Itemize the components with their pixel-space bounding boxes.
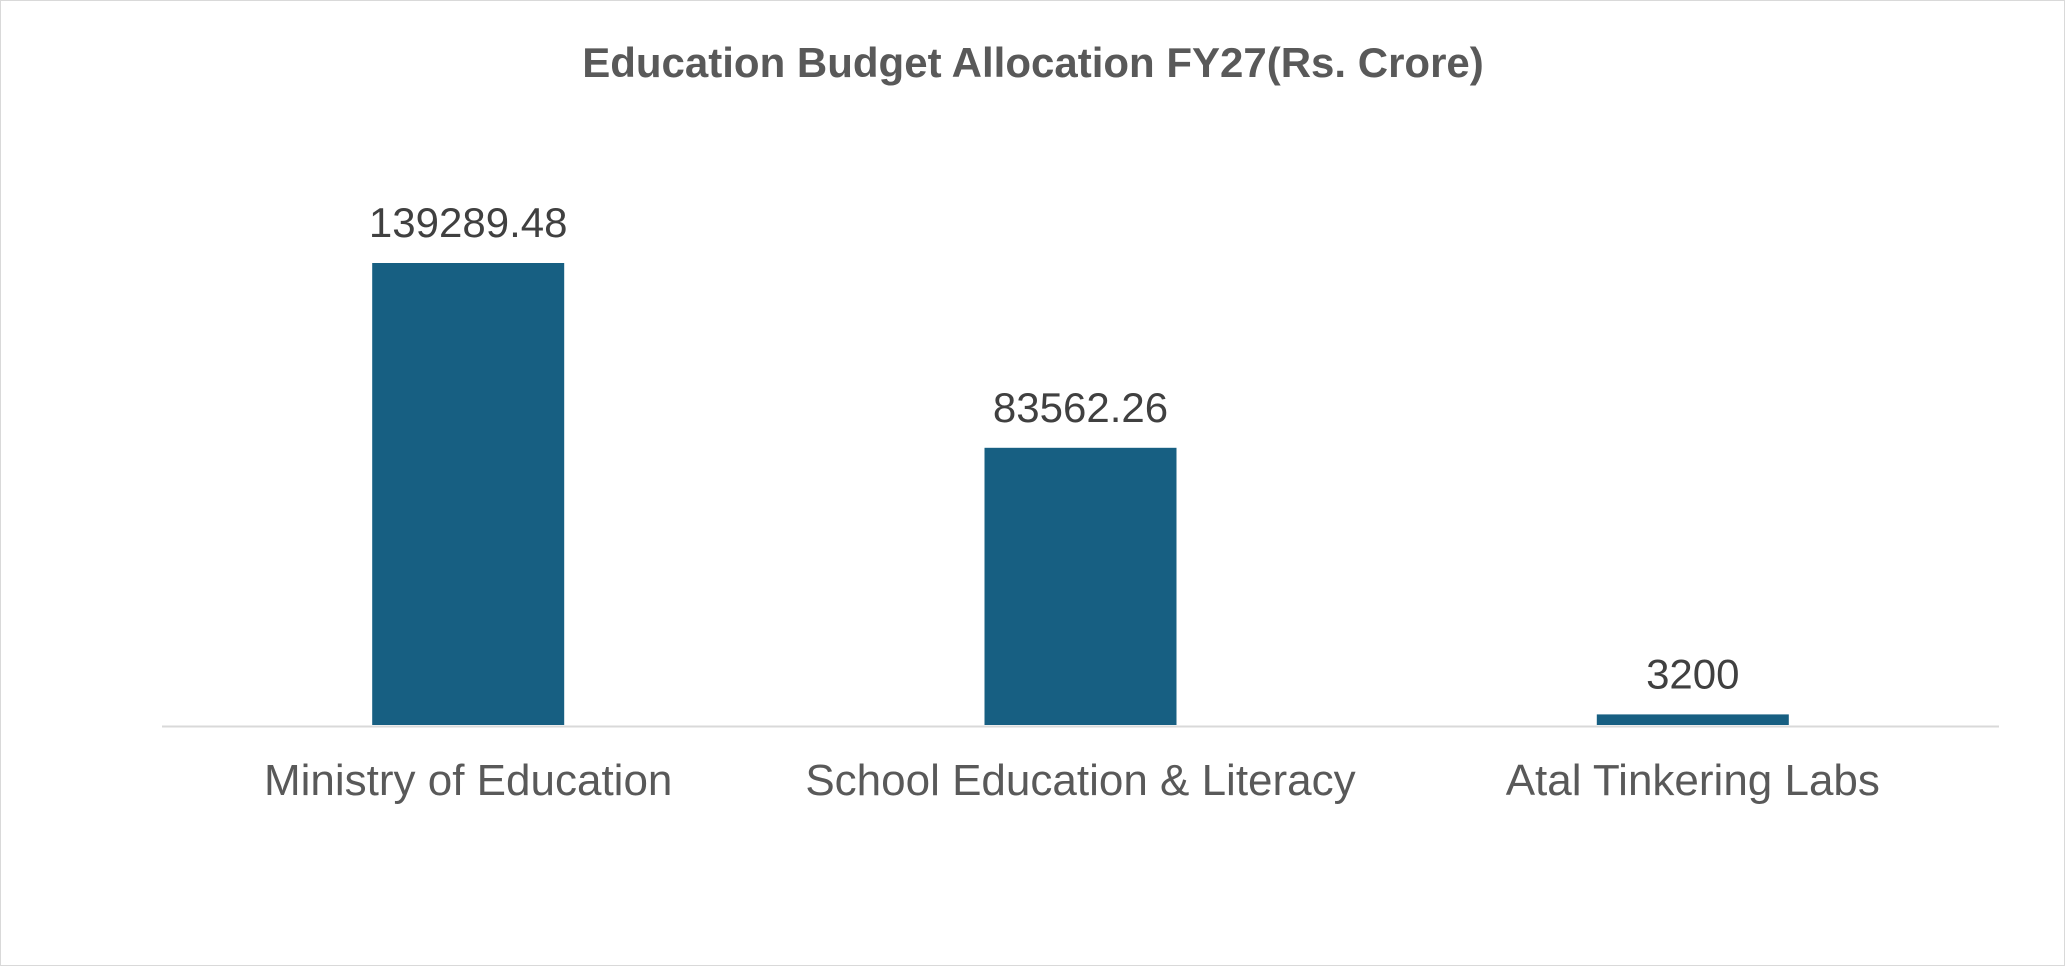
category-label-3: Atal Tinkering Labs (1506, 756, 1880, 805)
bar-3 (1596, 714, 1789, 725)
data-label-2: 83562.26 (993, 384, 1168, 431)
labels-layer: 139289.48 Ministry of Education 83562.26 Sc… (264, 199, 1880, 805)
chart-title: Education Budget Allocation FY27(Rs. Cro… (582, 39, 1484, 86)
bars-layer (372, 263, 1789, 725)
bar-1 (372, 263, 565, 725)
data-label-3: 3200 (1646, 650, 1739, 697)
data-label-1: 139289.48 (369, 199, 568, 246)
category-label-2: School Education & Literacy (805, 756, 1355, 805)
bar-2 (984, 447, 1177, 725)
category-label-1: Ministry of Education (264, 756, 672, 805)
